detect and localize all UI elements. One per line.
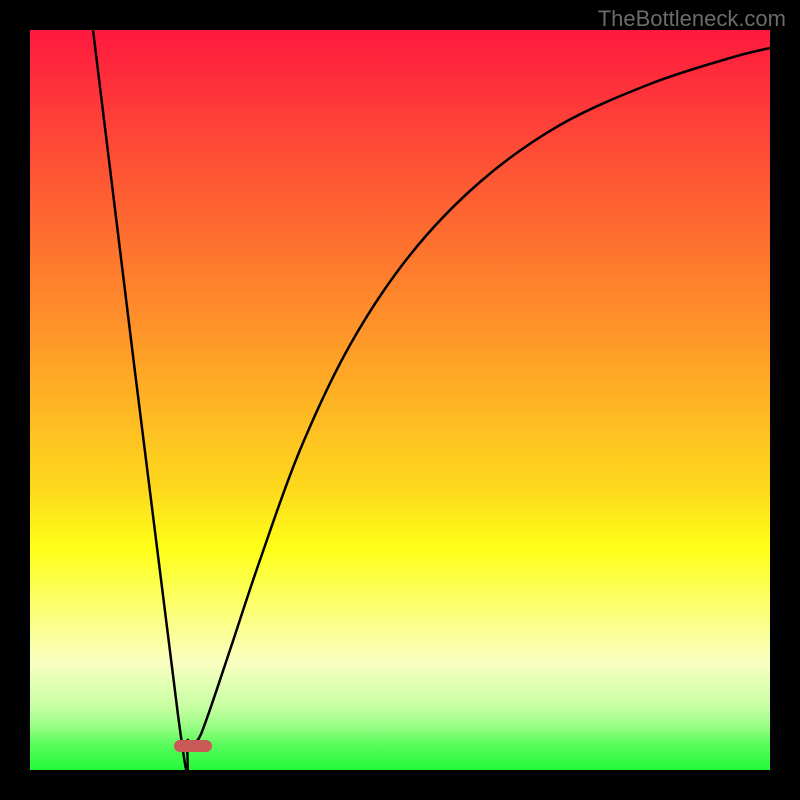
chart-container: TheBottleneck.com: [0, 0, 800, 800]
bottleneck-chart: [0, 0, 800, 800]
watermark-text: TheBottleneck.com: [598, 6, 786, 32]
chart-plot-background: [30, 30, 770, 770]
optimal-marker: [174, 740, 212, 752]
